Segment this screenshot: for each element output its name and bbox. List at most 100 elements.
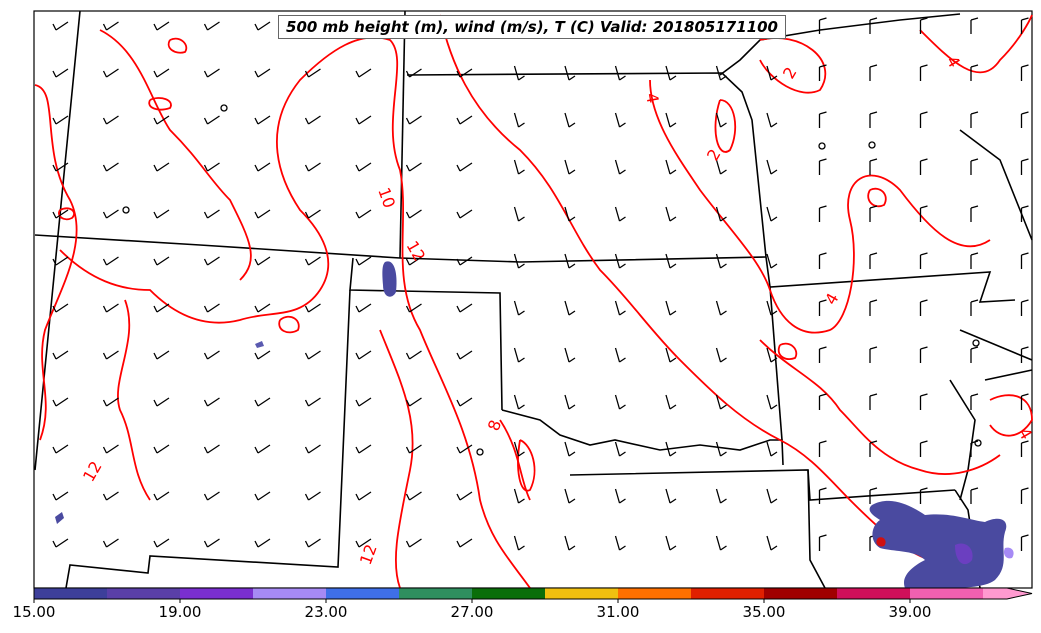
colorbar-tick-label: 35.00 [742,603,786,621]
wind-barb [614,488,626,504]
wind-barb [869,64,878,81]
wind-barb [304,491,321,501]
wind-barb [919,393,928,410]
wind-barb [564,253,576,269]
wind-barb [456,397,473,407]
colorbar-segment [618,588,692,599]
wind-barb [869,17,878,34]
wind-barb [919,111,928,128]
wind-barb [203,68,220,78]
wind-barb [715,535,727,551]
wind-barb [665,159,677,175]
wind-barb [153,444,170,454]
wind-barb [869,252,878,269]
wind-barb [715,347,727,363]
wind-barb [766,535,778,551]
wind-barb [52,397,69,407]
wind-barb [203,397,220,407]
wind-barb [405,303,422,313]
wind-barb [52,303,69,313]
wind-barb [970,17,979,34]
wind-barb [254,350,271,360]
wind-barb [970,205,979,222]
wind-barb [970,252,979,269]
wind-barb [102,350,119,360]
colorbar-segment [764,588,838,599]
colorbar-tick-label: 19.00 [158,603,202,621]
wind-barb [766,347,778,363]
colorbar-ticks [33,599,911,603]
wind-barb [869,393,878,410]
wind-barb [614,300,626,316]
colorbar-tick-label: 31.00 [596,603,640,621]
wind-barb [665,441,677,457]
wind-barb [1020,299,1029,316]
wind-barb [766,65,778,81]
wind-barb [52,350,69,360]
wind-barb [564,300,576,316]
wind-barb [818,299,827,316]
wind-barb [254,397,271,407]
wind-barb [355,491,372,501]
wind-barb [869,111,878,128]
wind-barb [665,347,677,363]
wind-barb [1020,487,1029,504]
wind-barb [456,538,473,548]
wind-barb [513,206,525,222]
wind-barb [766,112,778,128]
wind-barb [1020,393,1029,410]
wind-barb [304,350,321,360]
wind-barb [102,115,119,125]
wind-barb [970,299,979,316]
wind-barb [355,350,372,360]
wind-barb [203,491,220,501]
wind-barbs [52,17,1029,551]
colorbar-tick-label: 15.00 [12,603,56,621]
wind-barb [304,303,321,313]
wind-barb [355,303,372,313]
wind-barb [102,209,119,219]
wind-barb [203,209,220,219]
wind-barb [153,303,170,313]
wind-barb [304,538,321,548]
wind-barb [52,21,69,31]
wind-barb [405,444,422,454]
wind-barb [304,209,321,219]
wind-barb [1020,17,1029,34]
calm-wind-marker [122,206,130,214]
wind-barb [153,68,170,78]
wind-barb [203,538,220,548]
wind-barb [818,440,827,457]
wind-barb [715,253,727,269]
wind-barb [614,65,626,81]
wind-barb [818,393,827,410]
wind-barb [614,394,626,410]
wind-barb [665,535,677,551]
wind-barb [304,256,321,266]
wind-barb [102,397,119,407]
colorbar-segment [34,588,108,599]
wind-barb [405,350,422,360]
wind-barb [919,252,928,269]
wind-barb [203,444,220,454]
colorbar-tick-label: 39.00 [888,603,932,621]
wind-barb [102,68,119,78]
wind-barb [153,115,170,125]
wind-barb [970,487,979,504]
wind-speed-shading [55,261,1014,588]
wind-barb [564,441,576,457]
wind-barb [456,68,473,78]
wind-barb [405,209,422,219]
wind-barb [919,299,928,316]
wind-barb [665,488,677,504]
wind-barb [564,535,576,551]
wind-barb [254,444,271,454]
wind-barb [52,256,69,266]
wind-barb [355,209,372,219]
wind-barb [153,21,170,31]
wind-barb [665,206,677,222]
wind-barb [52,209,69,219]
wind-barb [766,159,778,175]
wind-barb [869,440,878,457]
